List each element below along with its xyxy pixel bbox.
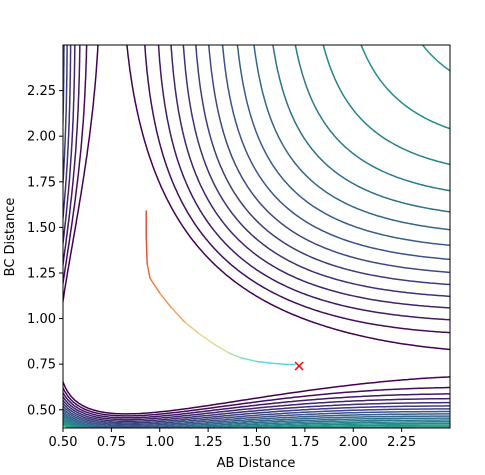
y-tick-label: 0.50 [27, 403, 56, 418]
y-tick-label: 2.00 [27, 130, 56, 145]
contour-level-3 [63, 45, 450, 421]
x-tick-label: 0.75 [97, 435, 126, 450]
trajectory-segment [149, 277, 161, 294]
x-tick-label: 1.00 [145, 435, 174, 450]
trajectory-segment [146, 263, 151, 280]
end-marker-stroke [294, 361, 304, 371]
x-axis: 0.50 0.75 1.00 1.25 1.50 1.75 2.00 2.25 [49, 428, 416, 450]
contour-level-1 [63, 45, 450, 417]
trajectory-segment [159, 292, 173, 309]
trajectory-segment [255, 360, 273, 364]
y-tick-label: 1.00 [27, 312, 56, 327]
contour-level-7 [63, 45, 450, 427]
y-tick-label: 1.75 [27, 175, 56, 190]
y-axis-label: BC Distance [3, 198, 18, 277]
trajectory-segment [240, 357, 258, 363]
contour-level-2 [63, 45, 450, 419]
x-axis-label: AB Distance [217, 456, 296, 471]
trajectory-segment [213, 343, 231, 354]
x-tick-label: 0.50 [49, 435, 78, 450]
y-tick-label: 1.50 [27, 221, 56, 236]
contour-level-9 [63, 45, 450, 428]
contour-level-13 [63, 45, 450, 428]
contour-level-15 [63, 422, 450, 428]
trajectory-segment [170, 306, 186, 323]
x-tick-label: 1.50 [242, 435, 271, 450]
x-tick-label: 1.75 [290, 435, 319, 450]
trajectory-segment [228, 352, 242, 359]
y-tick-label: 2.25 [27, 84, 56, 99]
end-marker [294, 361, 304, 371]
trajectory-segment [197, 332, 215, 345]
x-tick-label: 2.00 [339, 435, 368, 450]
y-axis: 0.50 0.75 1.00 1.25 1.50 1.75 2.00 2.25 [27, 84, 63, 418]
y-tick-label: 0.75 [27, 358, 56, 373]
trajectory-path [145, 210, 296, 366]
trajectory-segment [271, 362, 285, 365]
contour-level-4 [63, 45, 450, 423]
x-tick-label: 1.25 [194, 435, 223, 450]
y-tick-label: 1.25 [27, 266, 56, 281]
contour-level-11 [63, 45, 450, 428]
contour-level-0 [63, 45, 450, 415]
x-tick-label: 2.25 [387, 435, 416, 450]
contour-level-5 [63, 45, 450, 424]
contour-level-8 [63, 45, 450, 428]
trajectory-segment [184, 321, 200, 334]
trajectory-segment [145, 235, 148, 265]
